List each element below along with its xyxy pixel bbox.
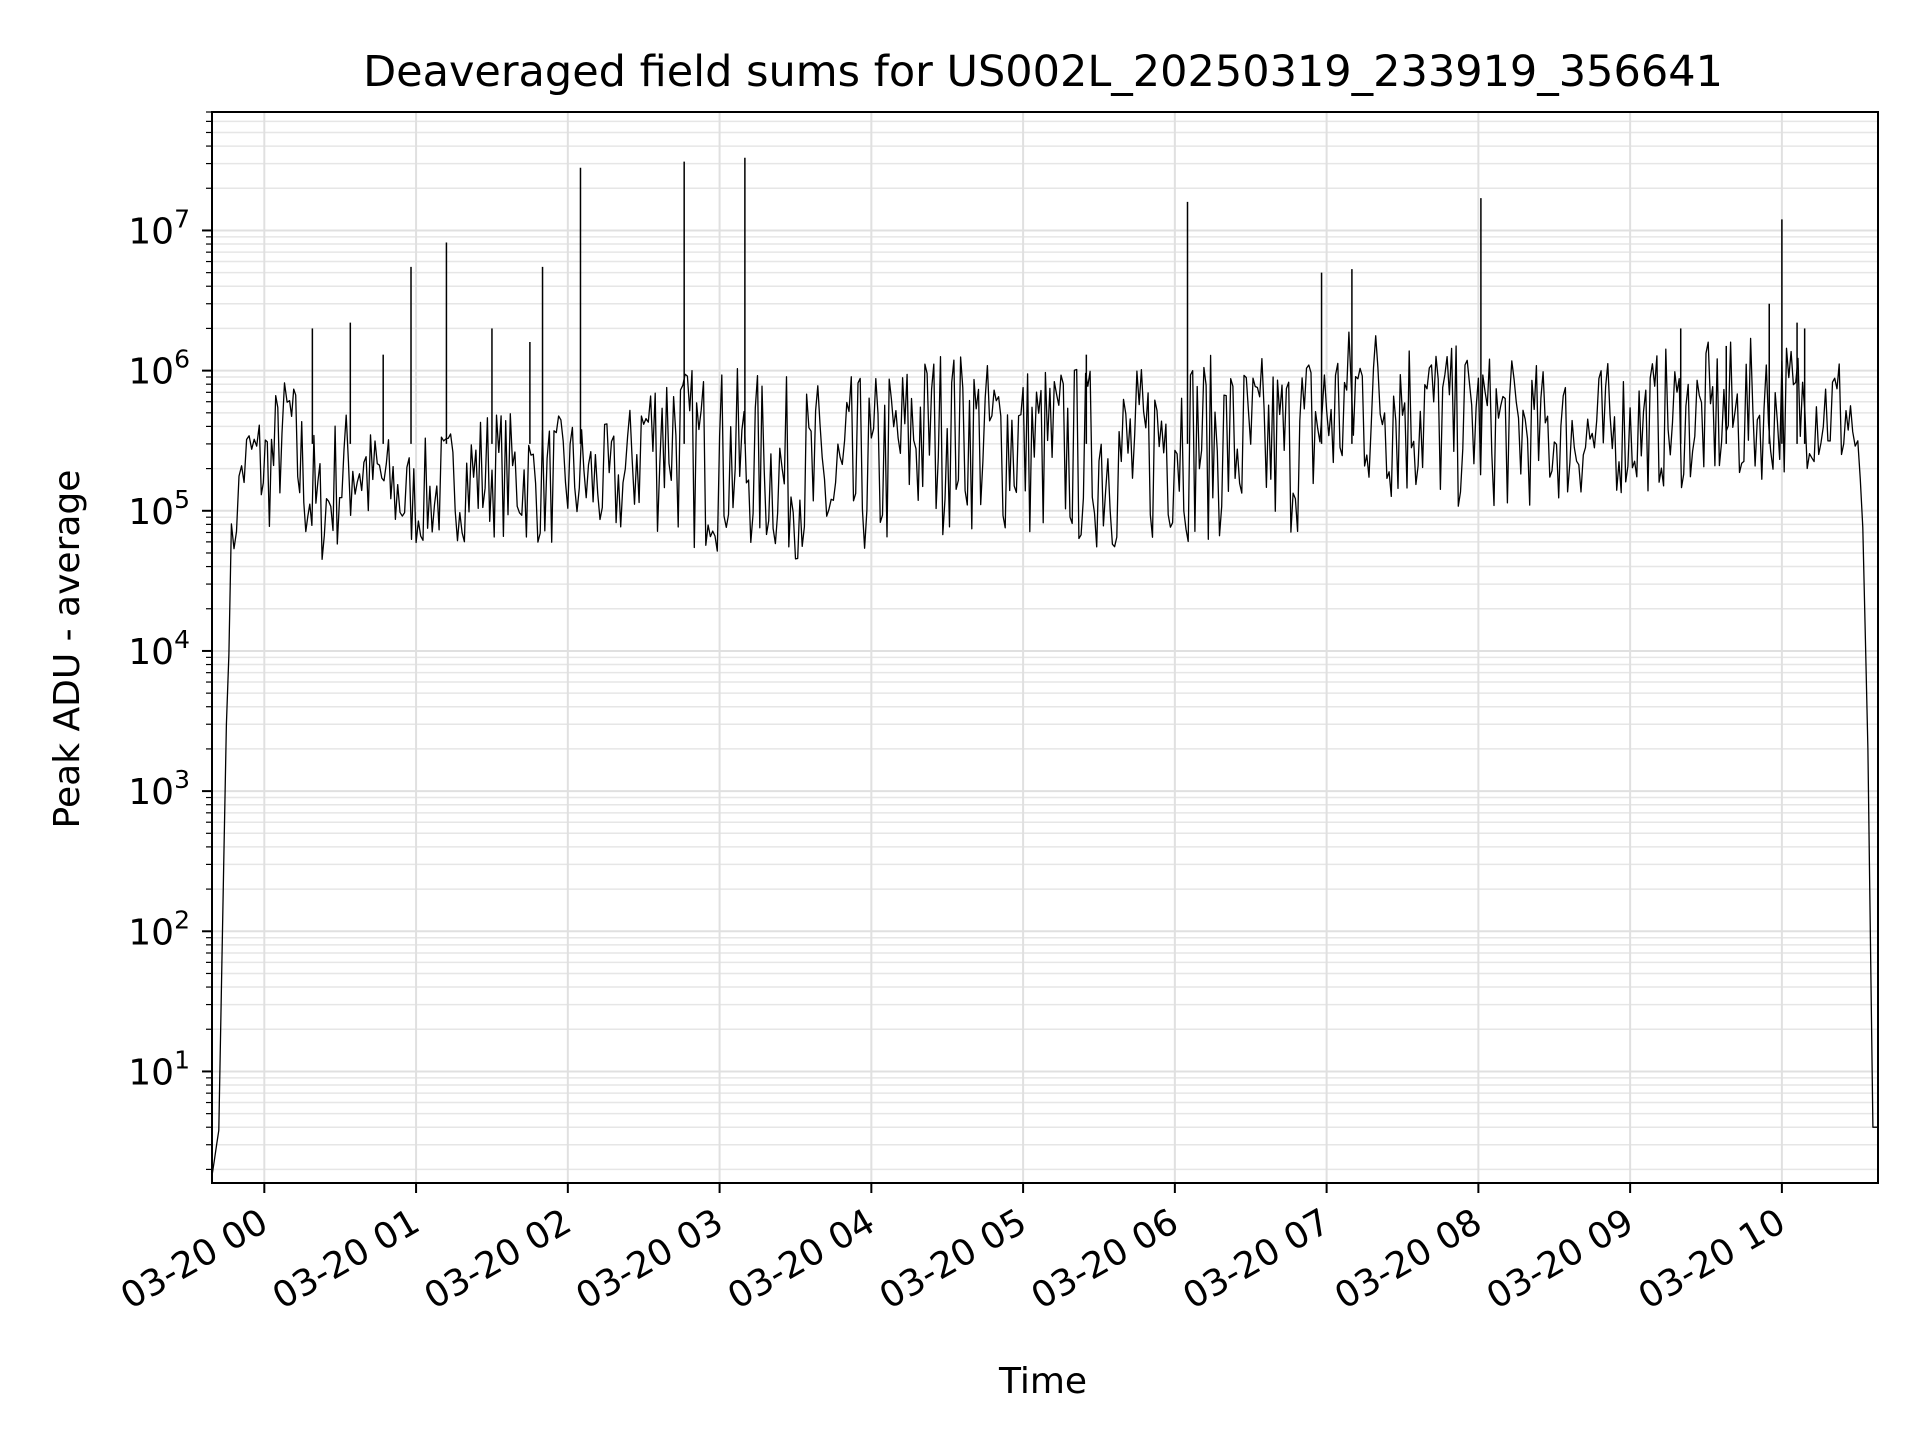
plot-frame bbox=[211, 111, 1879, 1184]
grid-lines bbox=[212, 111, 1878, 1183]
y-axis-label: Peak ADU - average bbox=[47, 470, 88, 829]
data-line bbox=[211, 331, 1878, 1176]
chart-title: Deaveraged field sums for US002L_2025031… bbox=[363, 47, 1723, 97]
data-series bbox=[211, 157, 1878, 1176]
x-axis-label: Time bbox=[998, 1361, 1087, 1402]
